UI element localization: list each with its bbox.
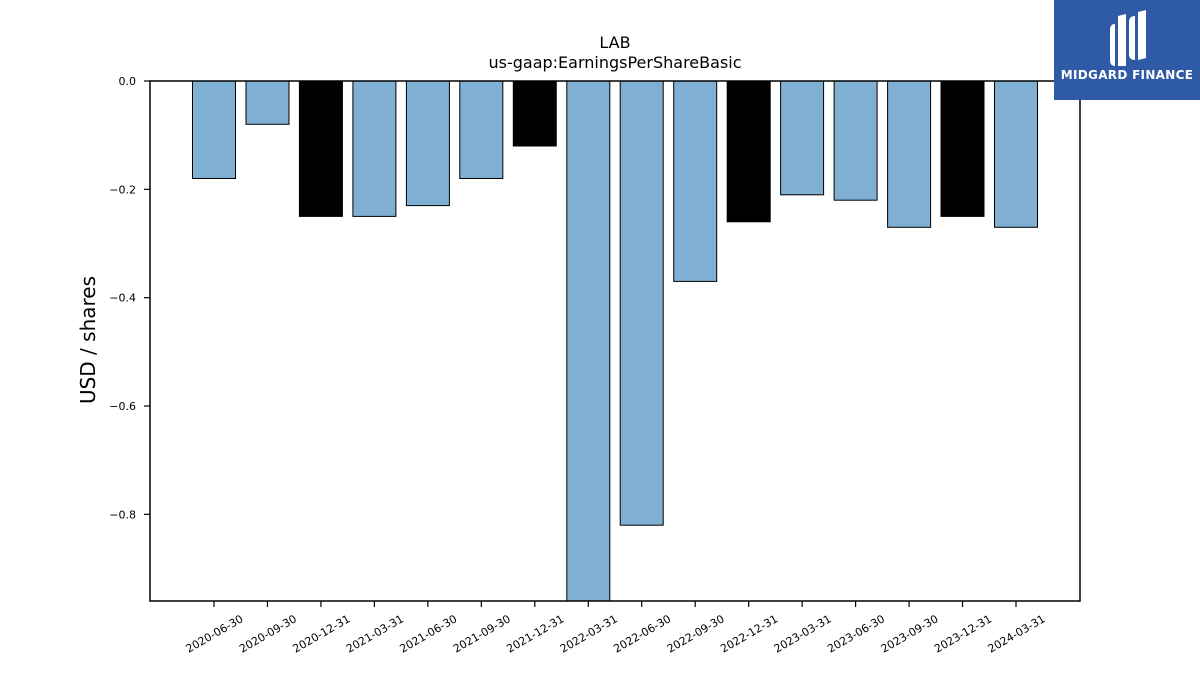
midgard-logo-icon — [1110, 10, 1146, 66]
bar-2020-06-30 — [192, 80, 236, 179]
x-tick-label: 2022-06-30 — [611, 612, 673, 655]
x-tick-label: 2021-09-30 — [451, 612, 513, 655]
y-tick-label: −0.6 — [109, 400, 136, 413]
bar-2024-03-31 — [994, 80, 1038, 228]
y-tick-label: 0.0 — [119, 75, 137, 88]
x-tick-label: 2020-06-30 — [184, 612, 246, 655]
x-tick-label: 2022-09-30 — [665, 612, 727, 655]
bar-2023-12-31 — [940, 80, 985, 217]
bars-layer — [192, 80, 1038, 602]
x-tick-label: 2023-12-31 — [932, 612, 994, 655]
bar-2021-06-30 — [405, 80, 450, 207]
x-tick-label: 2020-12-31 — [291, 612, 353, 655]
x-tick-label: 2024-03-31 — [986, 612, 1048, 655]
bar-2020-09-30 — [245, 80, 290, 125]
x-tick-label: 2021-03-31 — [344, 612, 406, 655]
bar-2021-12-31 — [512, 80, 557, 147]
bar-2022-06-30 — [619, 80, 664, 526]
x-tick-label: 2023-06-30 — [825, 612, 887, 655]
x-tick-label: 2023-03-31 — [772, 612, 834, 655]
y-tick-label: −0.4 — [109, 292, 136, 305]
x-tick-label: 2021-12-31 — [504, 612, 566, 655]
y-tick-label: −0.2 — [109, 183, 136, 196]
bar-2022-09-30 — [673, 80, 718, 282]
bar-2023-06-30 — [833, 80, 878, 201]
plot-frame — [149, 80, 1081, 602]
chart-title: LAB — [599, 33, 630, 52]
midgard-finance-logo: MIDGARD FINANCE — [1054, 0, 1200, 100]
bar-2020-12-31 — [298, 80, 343, 217]
bar-2022-03-31 — [566, 80, 611, 602]
y-tick-label: −0.8 — [109, 508, 136, 521]
x-tick-label: 2023-09-30 — [879, 612, 941, 655]
x-tick-label: 2022-12-31 — [718, 612, 780, 655]
bar-2023-09-30 — [887, 80, 932, 228]
bar-2023-03-31 — [780, 80, 825, 196]
y-axis-label: USD / shares — [76, 276, 100, 404]
x-tick-label: 2020-09-30 — [237, 612, 299, 655]
x-tick-label: 2022-03-31 — [558, 612, 620, 655]
bar-2022-12-31 — [726, 80, 771, 223]
logo-text: MIDGARD FINANCE — [1060, 68, 1194, 82]
chart-subtitle: us-gaap:EarningsPerShareBasic — [488, 53, 741, 72]
bar-2021-09-30 — [459, 80, 504, 179]
bar-2021-03-31 — [352, 80, 397, 217]
x-tick-label: 2021-06-30 — [397, 612, 459, 655]
